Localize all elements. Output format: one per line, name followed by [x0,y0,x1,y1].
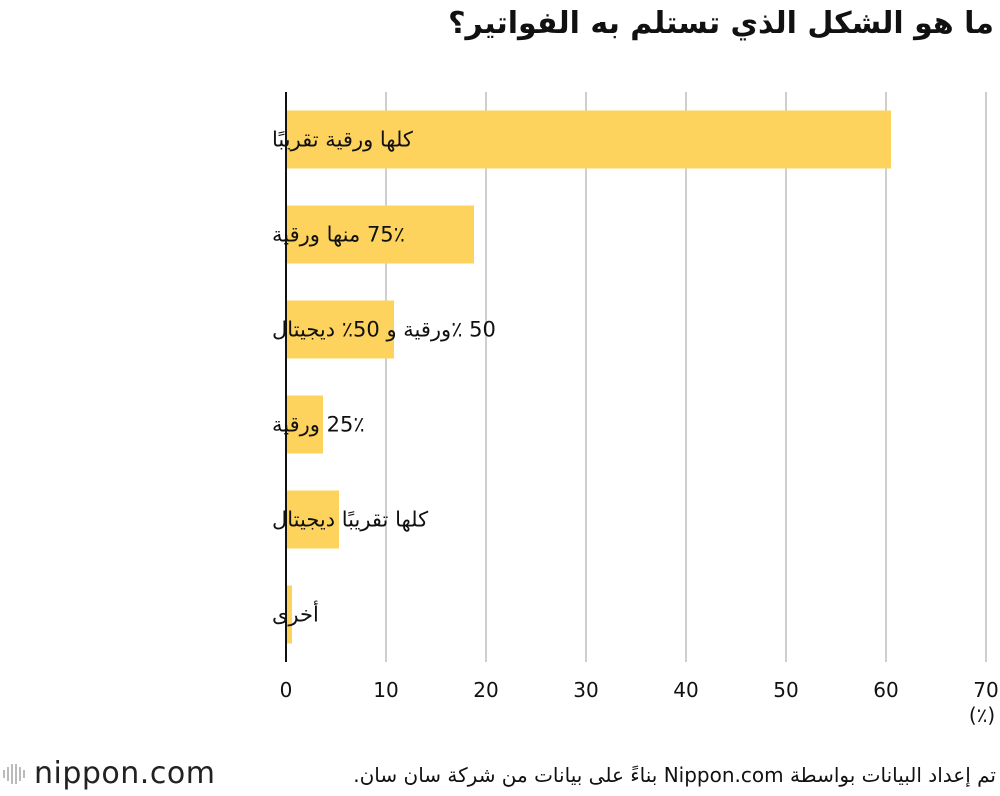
x-tick-label: 20 [473,678,498,702]
x-tick-label: 0 [280,678,293,702]
bar [286,110,891,169]
x-tick-label: 60 [873,678,898,702]
category-label: كلها ورقية تقريبًا [272,128,413,152]
category-labels: كلها ورقية تقريبًا 75٪ منها ورقية 50 ٪ورقي… [272,128,496,627]
nippon-logo: nippon.com [2,756,215,792]
bar [286,395,323,454]
bar [286,205,474,264]
category-label: كلها تقريبًا ديجيتال [272,508,428,532]
category-label: 25٪ ورقية [272,413,365,437]
category-label: 75٪ منها ورقية [272,223,405,247]
category-label: 50 ٪ورقية و 50٪ ديجيتال [272,318,496,342]
chart-title: ما هو الشكل الذي تستلم به الفواتير؟ [448,6,994,41]
x-tick-label: 50 [773,678,798,702]
x-tick-label: 30 [573,678,598,702]
x-tick-label: 40 [673,678,698,702]
bar-chart: كلها ورقية تقريبًا 75٪ منها ورقية 50 ٪ورقي… [272,92,999,727]
x-tick-label: 70 [973,678,998,702]
grid-lines [385,92,987,662]
bar [286,490,339,549]
bar [286,585,292,644]
category-label: أخرى [272,601,319,627]
logo-text: nippon.com [34,756,216,791]
bars [286,110,891,644]
bar [286,300,394,359]
x-tick-label: 10 [373,678,398,702]
source-note: تم إعداد البيانات بواسطة Nippon.com بناء… [353,763,996,787]
logo-mark-icon [3,764,25,784]
x-axis-unit-label: (٪) [969,703,995,727]
x-tick-labels: 0 10 20 30 40 50 60 70 [280,678,999,702]
